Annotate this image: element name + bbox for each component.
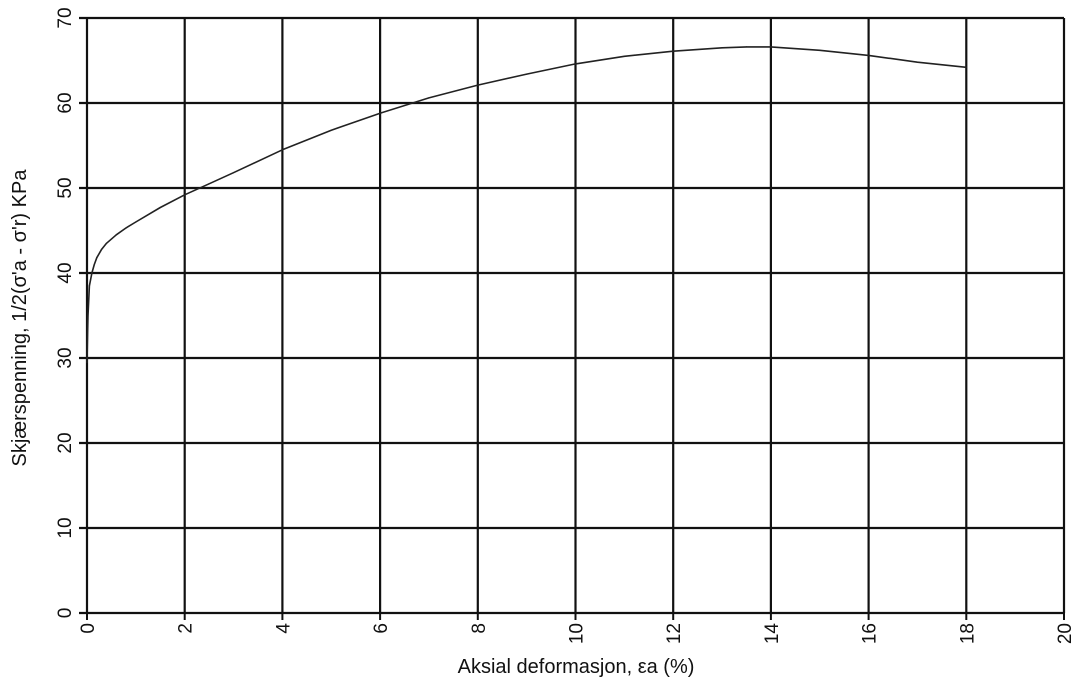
data-point [184, 194, 186, 196]
y-tick-label: 60 [55, 92, 76, 113]
x-tick-label: 0 [78, 623, 99, 634]
data-point [721, 47, 723, 49]
data-point [115, 234, 117, 236]
y-tick-label: 10 [55, 517, 76, 538]
data-point [96, 257, 98, 259]
data-point [330, 129, 332, 131]
x-tick-label: 20 [1055, 623, 1074, 644]
x-tick-label: 18 [957, 623, 978, 644]
x-tick-label: 6 [371, 623, 392, 634]
x-tick-label: 12 [664, 623, 685, 644]
y-tick-label: 50 [55, 177, 76, 198]
data-point [93, 263, 95, 266]
data-point [574, 63, 577, 65]
data-point [428, 97, 430, 99]
data-point [477, 84, 479, 86]
data-point [135, 221, 137, 223]
tick-labels: 0 2 4 6 8 10 12 14 16 18 20 0 10 20 30 40 50 60 70 [55, 7, 1074, 644]
y-tick-label: 30 [55, 347, 76, 368]
x-axis-label: Aksial deformasjon, εa (%) [458, 656, 695, 678]
x-tick-label: 10 [567, 623, 588, 644]
data-point [868, 54, 870, 57]
data-point [88, 285, 91, 287]
y-tick-label: 70 [55, 7, 76, 28]
y-tick-label: 40 [55, 262, 76, 283]
data-point [745, 46, 748, 48]
x-tick-label: 14 [762, 623, 783, 645]
data-point [819, 49, 821, 51]
x-tick-label: 16 [860, 623, 881, 644]
data-point [101, 248, 103, 250]
data-point [965, 66, 967, 68]
data-point [105, 242, 108, 244]
data-point [208, 183, 210, 185]
y-axis-label: Skjærspenning, 1/2(σ'a - σ'r) KPa [9, 169, 31, 467]
data-point [86, 361, 88, 363]
x-tick-label: 8 [469, 623, 490, 634]
series-layer [86, 46, 968, 364]
data-point [232, 172, 235, 174]
data-point [281, 149, 283, 151]
data-point [770, 46, 772, 48]
series-line [86, 46, 968, 364]
data-point [379, 112, 381, 114]
data-point [87, 314, 89, 317]
data-point [125, 227, 127, 229]
data-point [672, 50, 674, 52]
x-tick-label: 4 [273, 623, 294, 634]
data-point [91, 272, 93, 274]
data-point [159, 206, 161, 209]
data-point [916, 61, 919, 63]
data-point [623, 55, 625, 57]
data-point [526, 73, 528, 75]
x-tick-label: 2 [176, 623, 197, 634]
y-tick-label: 0 [55, 608, 76, 619]
y-tick-label: 20 [55, 432, 76, 453]
grid-layer [79, 16, 1066, 620]
